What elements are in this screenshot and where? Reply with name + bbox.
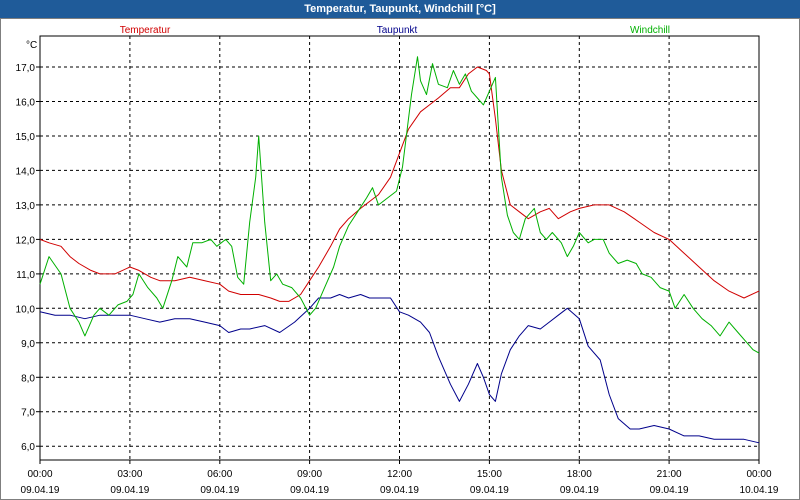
x-tick-date-label: 09.04.19 — [380, 485, 419, 496]
x-tick-date-label: 09.04.19 — [110, 485, 149, 496]
x-tick-date-label: 10.04.19 — [740, 485, 779, 496]
chart-title: Temperatur, Taupunkt, Windchill [°C] — [0, 0, 800, 18]
axis-ticks: 6,0 7,0 8,0 9,0 10,0 11,0 12,0 13,0 14,0 15,0 16,0… — [16, 63, 779, 496]
x-tick-time-label: 21:00 — [657, 469, 682, 480]
series-line-taupunkt — [39, 294, 760, 444]
x-tick-date-label: 09.04.19 — [560, 485, 599, 496]
x-tick-time-label: 12:00 — [387, 469, 412, 480]
y-tick-label: 8,0 — [21, 373, 35, 384]
x-tick-time-label: 15:00 — [477, 469, 502, 480]
y-tick-label: 9,0 — [21, 339, 35, 350]
x-tick-time-label: 18:00 — [567, 469, 592, 480]
series-line-windchill — [39, 56, 760, 354]
x-tick-time-label: 09:00 — [297, 469, 322, 480]
legend-label-taupunkt: Taupunkt — [377, 25, 418, 36]
series-lines — [39, 56, 760, 444]
y-tick-label: 15,0 — [16, 132, 36, 143]
y-tick-label: 11,0 — [16, 270, 35, 281]
legend: Temperatur Taupunkt Windchill — [120, 25, 670, 36]
grid — [40, 36, 759, 460]
x-tick-date-label: 09.04.19 — [470, 485, 509, 496]
x-tick-time-label: 00:00 — [746, 469, 771, 480]
y-tick-label: 13,0 — [16, 201, 36, 212]
x-tick-time-label: 03:00 — [117, 469, 142, 480]
y-tick-label: 7,0 — [21, 408, 35, 419]
y-tick-label: 12,0 — [16, 235, 36, 246]
y-tick-label: 10,0 — [16, 304, 36, 315]
legend-label-temperatur: Temperatur — [120, 25, 171, 36]
x-tick-date-label: 09.04.19 — [200, 485, 239, 496]
y-tick-label: 14,0 — [16, 166, 36, 177]
series-line-temperatur — [39, 66, 760, 302]
legend-label-windchill: Windchill — [630, 25, 670, 36]
x-tick-date-label: 09.04.19 — [290, 485, 329, 496]
x-tick-time-label: 00:00 — [27, 469, 52, 480]
x-tick-date-label: 09.04.19 — [21, 485, 60, 496]
y-axis-unit-label: °C — [26, 40, 37, 51]
y-tick-label: 16,0 — [16, 98, 36, 109]
y-tick-label: 6,0 — [21, 442, 35, 453]
x-tick-date-label: 09.04.19 — [650, 485, 689, 496]
x-tick-time-label: 06:00 — [207, 469, 232, 480]
y-tick-label: 17,0 — [16, 63, 36, 74]
